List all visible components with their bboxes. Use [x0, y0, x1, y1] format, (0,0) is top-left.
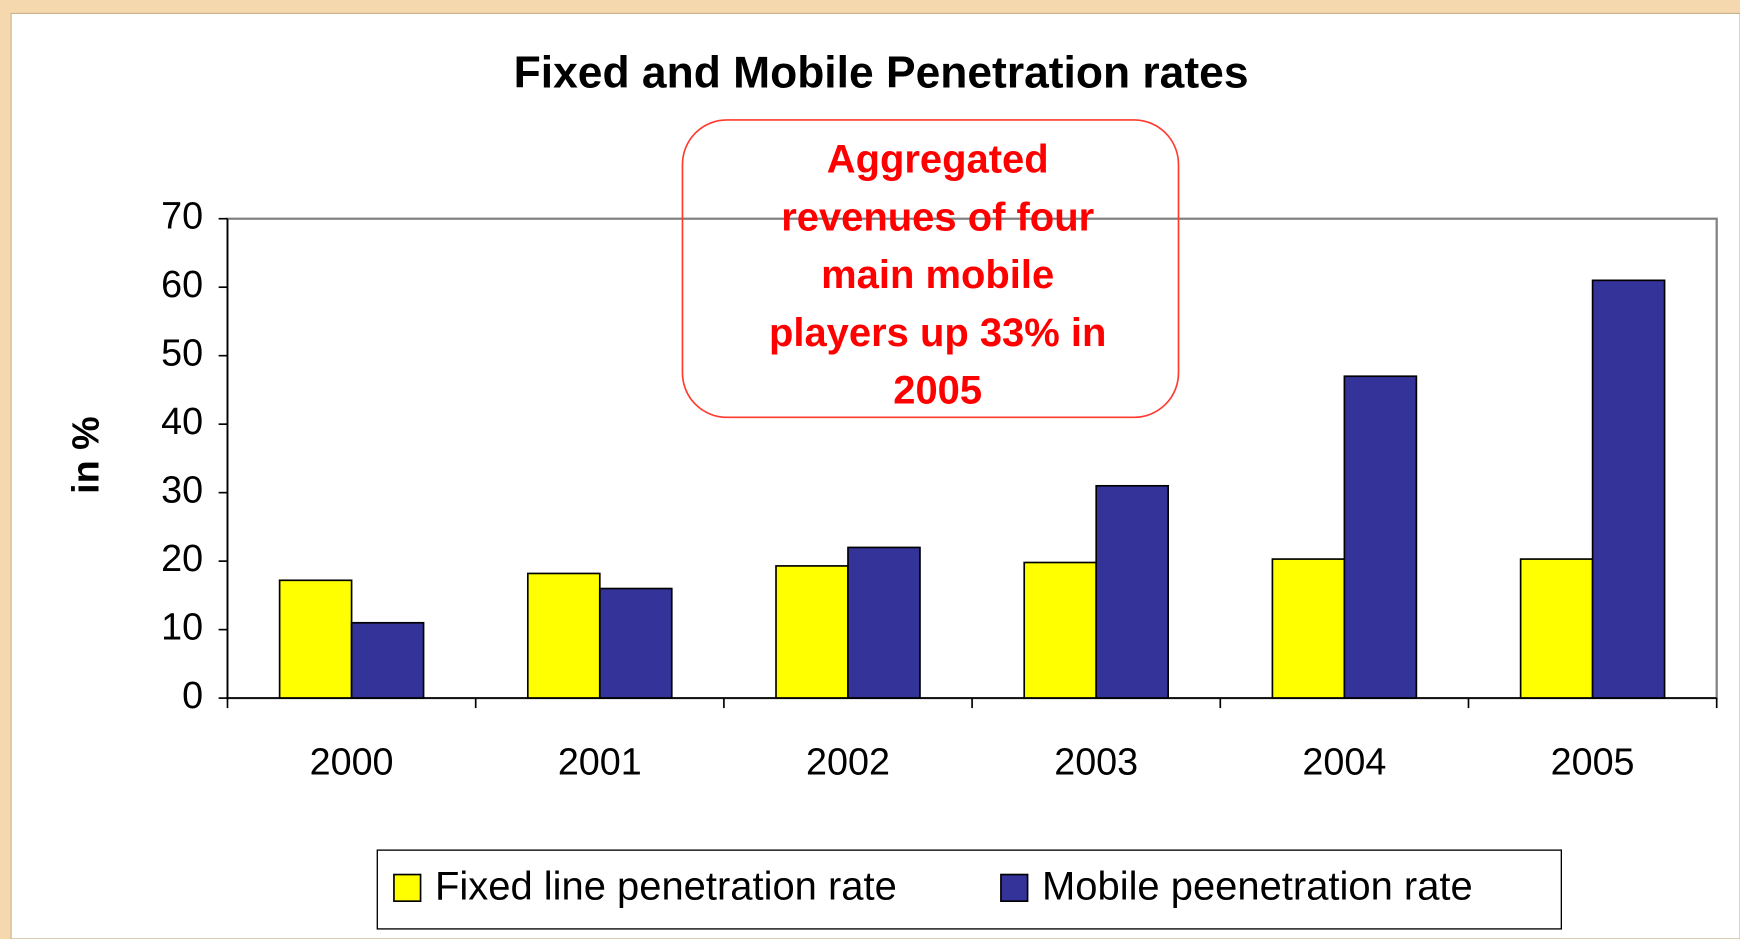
bar — [350, 621, 425, 699]
x-tick-label: 2005 — [1551, 741, 1635, 783]
annotation-text: 2005 — [893, 368, 982, 412]
y-tick-label: 50 — [161, 332, 203, 374]
bar — [1023, 561, 1098, 699]
y-tick-label: 30 — [161, 469, 203, 511]
bar — [526, 572, 601, 699]
y-tick-label: 70 — [161, 195, 203, 237]
annotation-text: revenues of four — [781, 195, 1094, 239]
legend-box — [376, 849, 1563, 930]
y-tick-label: 10 — [161, 606, 203, 648]
chart-title: Fixed and Mobile Penetration rates — [514, 48, 1249, 97]
x-tick-label: 2000 — [310, 741, 394, 783]
bar — [1343, 375, 1418, 699]
annotation-text: Aggregated — [827, 138, 1049, 182]
y-tick-label: 20 — [161, 537, 203, 579]
bar — [278, 579, 353, 699]
annotation-text: players up 33% in — [769, 311, 1106, 355]
y-tick-label: 40 — [161, 400, 203, 442]
legend-swatch — [1000, 873, 1029, 903]
annotation-text: main mobile — [821, 253, 1054, 297]
bar — [1591, 279, 1666, 699]
panel — [10, 12, 1740, 939]
bar — [1095, 484, 1170, 699]
legend-label: Fixed line penetration rate — [435, 865, 897, 909]
bar — [598, 587, 673, 699]
x-tick-label: 2001 — [558, 741, 642, 783]
y-tick-label: 0 — [182, 674, 203, 716]
legend-swatch — [393, 873, 422, 903]
bar — [1271, 558, 1346, 699]
bar — [847, 546, 921, 699]
bar — [1519, 558, 1594, 699]
annotation-box — [681, 119, 1180, 419]
y-tick-label: 60 — [161, 263, 203, 305]
y-axis-label: in % — [65, 416, 107, 494]
bar — [775, 565, 849, 699]
x-tick-label: 2004 — [1302, 741, 1386, 783]
x-tick-label: 2002 — [806, 741, 890, 783]
x-tick-label: 2003 — [1054, 741, 1138, 783]
legend-label: Mobile peenetration rate — [1042, 865, 1473, 909]
